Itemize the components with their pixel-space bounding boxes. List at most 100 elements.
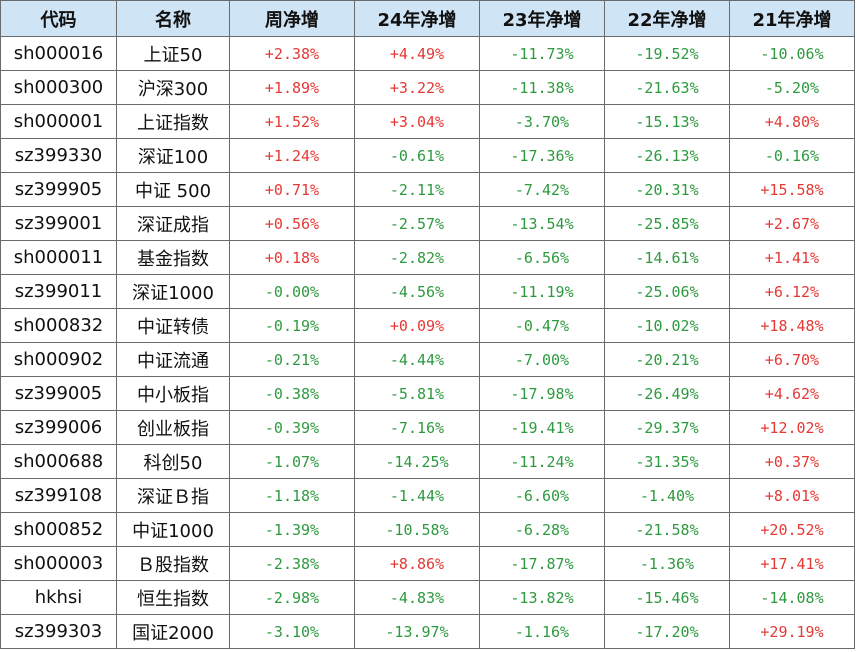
weekly-change-cell: -0.21% xyxy=(229,342,355,377)
change-2022-cell: -26.13% xyxy=(604,138,730,173)
change-2022-cell: -17.20% xyxy=(604,614,730,649)
table-row: sz399005 中小板指 -0.38% -5.81% -17.98% -26.49% +4… xyxy=(0,376,855,411)
change-2024-cell: -5.81% xyxy=(354,376,480,411)
table-row: sz399006 创业板指 -0.39% -7.16% -19.41% -29.37% +1… xyxy=(0,410,855,445)
change-2023-cell: -0.47% xyxy=(479,308,605,343)
header-2023-change: 23年净增 xyxy=(479,0,605,37)
change-2023-cell: -7.42% xyxy=(479,172,605,207)
change-2024-cell: -2.57% xyxy=(354,206,480,241)
change-2021-cell: +4.62% xyxy=(729,376,855,411)
change-2021-cell: -14.08% xyxy=(729,580,855,615)
change-2024-cell: +3.04% xyxy=(354,104,480,139)
index-name-cell: 中证流通 xyxy=(116,342,230,377)
table-row: sh000001 上证指数 +1.52% +3.04% -3.70% -15.13% +4.… xyxy=(0,104,855,139)
table-row: hkhsi 恒生指数 -2.98% -4.83% -13.82% -15.46% -14.0… xyxy=(0,580,855,615)
change-2021-cell: -10.06% xyxy=(729,36,855,71)
index-name-cell: 沪深300 xyxy=(116,70,230,105)
change-2024-cell: -4.44% xyxy=(354,342,480,377)
index-code-cell: sz399108 xyxy=(0,478,117,513)
weekly-change-cell: +0.56% xyxy=(229,206,355,241)
change-2022-cell: -20.31% xyxy=(604,172,730,207)
change-2023-cell: -19.41% xyxy=(479,410,605,445)
table-row: sh000300 沪深300 +1.89% +3.22% -11.38% -21.63% -… xyxy=(0,70,855,105)
weekly-change-cell: -1.07% xyxy=(229,444,355,479)
table-row: sz399303 国证2000 -3.10% -13.97% -1.16% -17.20%… xyxy=(0,614,855,649)
index-name-cell: 国证2000 xyxy=(116,614,230,649)
table-row: sz399330 深证100 +1.24% -0.61% -17.36% -26.13% -… xyxy=(0,138,855,173)
change-2024-cell: +4.49% xyxy=(354,36,480,71)
change-2023-cell: -17.36% xyxy=(479,138,605,173)
table-row: sz399905 中证 500 +0.71% -2.11% -7.42% -20.31% +… xyxy=(0,172,855,207)
weekly-change-cell: -0.38% xyxy=(229,376,355,411)
index-name-cell: 恒生指数 xyxy=(116,580,230,615)
index-code-cell: hkhsi xyxy=(0,580,117,615)
change-2022-cell: -1.36% xyxy=(604,546,730,581)
index-code-cell: sz399006 xyxy=(0,410,117,445)
table-row: sh000011 基金指数 +0.18% -2.82% -6.56% -14.61% +1.… xyxy=(0,240,855,275)
change-2021-cell: +6.12% xyxy=(729,274,855,309)
weekly-change-cell: -2.98% xyxy=(229,580,355,615)
change-2024-cell: -0.61% xyxy=(354,138,480,173)
change-2024-cell: -2.11% xyxy=(354,172,480,207)
change-2022-cell: -31.35% xyxy=(604,444,730,479)
change-2023-cell: -13.82% xyxy=(479,580,605,615)
change-2021-cell: +0.37% xyxy=(729,444,855,479)
change-2021-cell: +17.41% xyxy=(729,546,855,581)
change-2024-cell: +8.86% xyxy=(354,546,480,581)
change-2024-cell: -4.83% xyxy=(354,580,480,615)
index-name-cell: Ｂ股指数 xyxy=(116,546,230,581)
weekly-change-cell: -1.39% xyxy=(229,512,355,547)
change-2024-cell: +3.22% xyxy=(354,70,480,105)
change-2024-cell: -1.44% xyxy=(354,478,480,513)
index-code-cell: sz399011 xyxy=(0,274,117,309)
change-2023-cell: -11.24% xyxy=(479,444,605,479)
change-2022-cell: -25.85% xyxy=(604,206,730,241)
header-code: 代码 xyxy=(0,0,117,37)
index-name-cell: 深证1000 xyxy=(116,274,230,309)
index-name-cell: 上证50 xyxy=(116,36,230,71)
change-2024-cell: -10.58% xyxy=(354,512,480,547)
index-name-cell: 基金指数 xyxy=(116,240,230,275)
index-name-cell: 深证成指 xyxy=(116,206,230,241)
change-2023-cell: -17.98% xyxy=(479,376,605,411)
weekly-change-cell: -1.18% xyxy=(229,478,355,513)
change-2024-cell: -7.16% xyxy=(354,410,480,445)
change-2021-cell: +12.02% xyxy=(729,410,855,445)
table-row: sh000832 中证转债 -0.19% +0.09% -0.47% -10.02% +18… xyxy=(0,308,855,343)
change-2022-cell: -19.52% xyxy=(604,36,730,71)
change-2024-cell: -13.97% xyxy=(354,614,480,649)
change-2021-cell: -5.20% xyxy=(729,70,855,105)
index-name-cell: 科创50 xyxy=(116,444,230,479)
weekly-change-cell: -2.38% xyxy=(229,546,355,581)
change-2023-cell: -7.00% xyxy=(479,342,605,377)
header-weekly-change: 周净增 xyxy=(229,0,355,37)
table-row: sh000016 上证50 +2.38% +4.49% -11.73% -19.52% -1… xyxy=(0,36,855,71)
index-code-cell: sh000902 xyxy=(0,342,117,377)
index-code-cell: sh000300 xyxy=(0,70,117,105)
weekly-change-cell: +1.24% xyxy=(229,138,355,173)
header-row: 代码 名称 周净增 24年净增 23年净增 22年净增 21年净增 xyxy=(0,0,855,37)
change-2022-cell: -14.61% xyxy=(604,240,730,275)
change-2021-cell: +2.67% xyxy=(729,206,855,241)
weekly-change-cell: +1.89% xyxy=(229,70,355,105)
change-2022-cell: -15.46% xyxy=(604,580,730,615)
change-2021-cell: +6.70% xyxy=(729,342,855,377)
index-name-cell: 创业板指 xyxy=(116,410,230,445)
index-name-cell: 中证 500 xyxy=(116,172,230,207)
change-2021-cell: +8.01% xyxy=(729,478,855,513)
table-row: sz399108 深证Ｂ指 -1.18% -1.44% -6.60% -1.40% +8.0… xyxy=(0,478,855,513)
header-name: 名称 xyxy=(116,0,230,37)
change-2022-cell: -29.37% xyxy=(604,410,730,445)
index-code-cell: sh000016 xyxy=(0,36,117,71)
change-2022-cell: -20.21% xyxy=(604,342,730,377)
index-name-cell: 深证Ｂ指 xyxy=(116,478,230,513)
table-row: sh000852 中证1000 -1.39% -10.58% -6.28% -21.58%… xyxy=(0,512,855,547)
index-name-cell: 上证指数 xyxy=(116,104,230,139)
change-2021-cell: +1.41% xyxy=(729,240,855,275)
change-2024-cell: -14.25% xyxy=(354,444,480,479)
table-row: sh000003 Ｂ股指数 -2.38% +8.86% -17.87% -1.36% +17… xyxy=(0,546,855,581)
weekly-change-cell: -0.00% xyxy=(229,274,355,309)
index-code-cell: sh000001 xyxy=(0,104,117,139)
change-2023-cell: -6.56% xyxy=(479,240,605,275)
index-code-cell: sz399303 xyxy=(0,614,117,649)
